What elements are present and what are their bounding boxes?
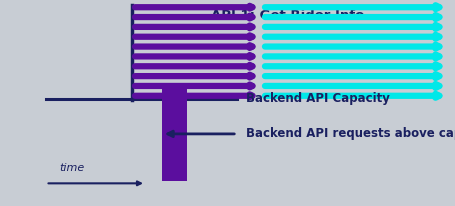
Text: Backend API Capacity: Backend API Capacity bbox=[246, 92, 389, 105]
Bar bbox=[162, 89, 187, 181]
Text: Backend API requests above capacity: Backend API requests above capacity bbox=[246, 127, 455, 140]
Text: API 1: Get Rider Info: API 1: Get Rider Info bbox=[210, 9, 363, 22]
Text: time: time bbox=[59, 163, 84, 173]
